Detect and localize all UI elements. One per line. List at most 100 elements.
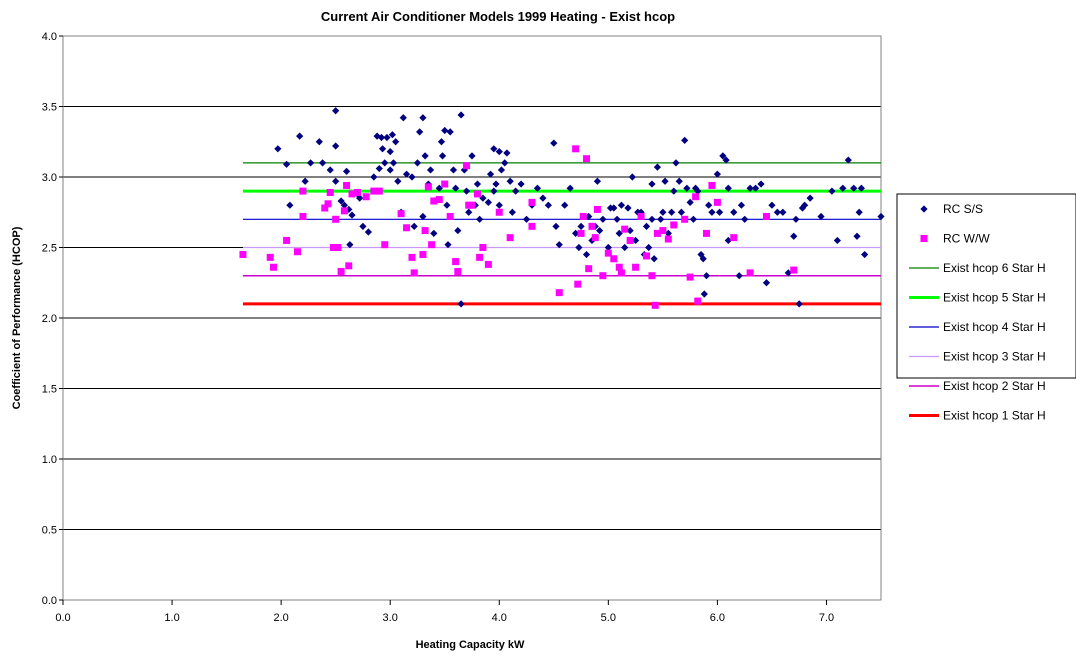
data-point bbox=[497, 166, 506, 174]
x-tick-label: 0.0 bbox=[55, 612, 70, 624]
series-rc-s-s bbox=[274, 107, 885, 308]
data-point bbox=[410, 269, 418, 277]
legend-label: RC W/W bbox=[943, 232, 990, 246]
data-point bbox=[462, 187, 471, 195]
data-point bbox=[572, 145, 580, 153]
data-point bbox=[719, 152, 727, 160]
data-point bbox=[299, 212, 307, 220]
data-point bbox=[484, 198, 492, 206]
data-point bbox=[637, 212, 645, 220]
data-point bbox=[343, 181, 351, 189]
data-point bbox=[329, 244, 337, 251]
data-point bbox=[340, 207, 348, 215]
data-point bbox=[424, 183, 432, 191]
data-point bbox=[702, 229, 710, 237]
data-point bbox=[593, 177, 602, 185]
data-point bbox=[321, 204, 329, 212]
data-point bbox=[495, 148, 503, 156]
data-point bbox=[566, 184, 574, 192]
y-tick-label: 1.5 bbox=[42, 384, 57, 396]
data-point bbox=[286, 201, 294, 209]
data-point bbox=[642, 222, 651, 230]
data-point bbox=[334, 244, 342, 251]
data-point bbox=[735, 272, 743, 280]
data-point bbox=[681, 136, 689, 144]
data-point bbox=[416, 128, 424, 136]
data-point bbox=[648, 180, 656, 188]
data-point bbox=[683, 184, 691, 192]
data-point bbox=[443, 201, 451, 209]
data-point bbox=[386, 166, 394, 174]
data-point bbox=[648, 272, 656, 280]
data-point bbox=[408, 253, 416, 261]
data-point bbox=[465, 208, 473, 216]
data-point bbox=[437, 138, 446, 146]
legend-label: Exist hcop 6 Star H bbox=[943, 261, 1046, 275]
data-point bbox=[410, 222, 418, 230]
data-point bbox=[306, 159, 315, 167]
data-point bbox=[857, 184, 865, 192]
axes: 0.0 0.5 1.0 1.5 2.0 2.5 3.0 3.5 4.0 0.0 1.0 2.0 3.0 4… bbox=[42, 31, 834, 624]
data-point bbox=[359, 222, 367, 230]
data-point bbox=[269, 263, 277, 271]
data-point bbox=[596, 226, 604, 235]
data-point bbox=[430, 197, 438, 205]
data-point bbox=[694, 297, 702, 305]
y-tick-label: 3.0 bbox=[42, 172, 57, 184]
data-point bbox=[332, 215, 340, 223]
data-point bbox=[617, 269, 625, 277]
data-point bbox=[591, 234, 599, 242]
data-point bbox=[381, 159, 389, 167]
data-point bbox=[700, 290, 708, 298]
data-point bbox=[454, 226, 462, 235]
data-point bbox=[446, 128, 454, 136]
data-point bbox=[473, 190, 481, 198]
data-point bbox=[624, 204, 632, 212]
data-point bbox=[495, 201, 503, 209]
data-point bbox=[555, 289, 563, 297]
data-point bbox=[588, 222, 596, 230]
data-point bbox=[389, 159, 398, 167]
data-point bbox=[757, 180, 765, 188]
data-point bbox=[833, 236, 841, 245]
data-point bbox=[790, 232, 798, 240]
legend-label: Exist hcop 3 Star H bbox=[943, 350, 1046, 364]
data-point bbox=[694, 187, 702, 195]
data-point bbox=[779, 208, 787, 216]
data-point bbox=[713, 198, 721, 206]
data-point bbox=[762, 212, 770, 220]
data-point bbox=[457, 111, 465, 119]
data-point bbox=[632, 263, 640, 271]
data-point bbox=[730, 208, 738, 216]
data-point bbox=[377, 133, 386, 142]
data-point bbox=[575, 243, 583, 252]
data-point bbox=[381, 241, 389, 249]
data-point bbox=[528, 222, 536, 230]
data-point bbox=[628, 173, 636, 181]
data-point bbox=[492, 180, 500, 188]
data-point bbox=[503, 149, 511, 157]
data-point bbox=[383, 133, 391, 142]
data-point bbox=[528, 198, 536, 206]
data-point bbox=[790, 266, 798, 274]
data-point bbox=[853, 232, 861, 240]
data-point bbox=[604, 243, 612, 252]
data-point bbox=[345, 205, 353, 214]
grid bbox=[63, 106, 881, 530]
data-point bbox=[370, 187, 378, 195]
data-point bbox=[533, 184, 542, 192]
data-point bbox=[274, 145, 282, 153]
data-point bbox=[555, 241, 563, 249]
data-point bbox=[375, 164, 383, 173]
data-point bbox=[468, 201, 476, 209]
data-point bbox=[659, 208, 667, 216]
legend-label: Exist hcop 4 Star H bbox=[943, 320, 1046, 334]
data-point bbox=[394, 177, 402, 185]
data-point bbox=[593, 205, 601, 213]
data-point bbox=[585, 265, 593, 273]
data-point bbox=[408, 173, 416, 181]
x-tick-label: 7.0 bbox=[819, 612, 834, 624]
data-point bbox=[577, 229, 585, 237]
data-point bbox=[419, 212, 427, 221]
